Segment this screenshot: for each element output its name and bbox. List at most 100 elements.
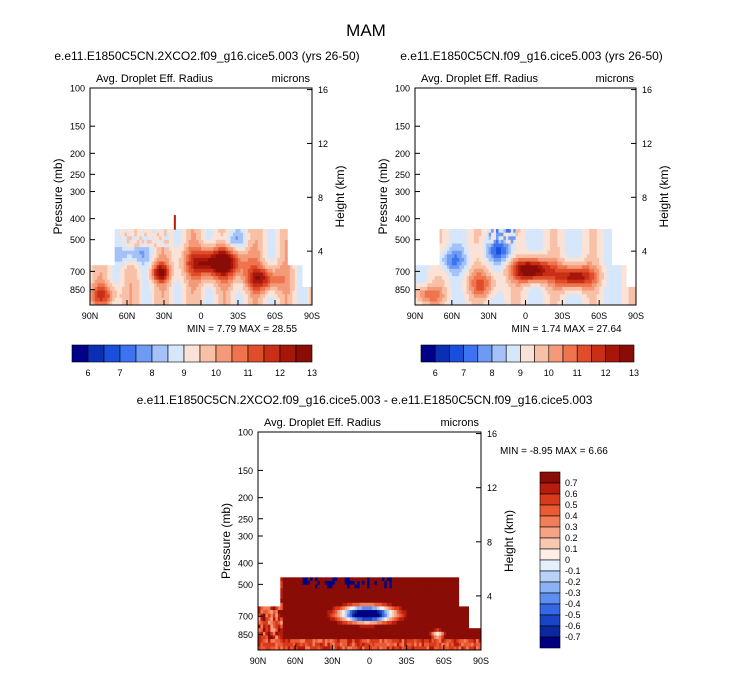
field-cell: [594, 276, 598, 281]
field-cell: [431, 584, 435, 589]
field-cell: [446, 243, 450, 248]
field-cell: [242, 247, 246, 252]
field-cell: [586, 257, 590, 262]
field-cell: [107, 265, 111, 270]
field-cell: [134, 265, 138, 270]
field-cell: [260, 229, 264, 234]
field-cell: [267, 243, 271, 248]
field-cell: [196, 290, 199, 295]
field-cell: [515, 232, 519, 237]
field-cell: [257, 276, 261, 281]
field-cell: [305, 620, 308, 625]
field-cell: [327, 642, 331, 647]
field-cell: [508, 243, 512, 248]
field-cell: [577, 272, 580, 277]
field-cell: [210, 265, 214, 270]
field-cell: [532, 232, 536, 237]
field-cell: [443, 624, 447, 629]
field-cell: [520, 243, 524, 248]
field-cell: [483, 268, 487, 273]
field-cell: [252, 297, 256, 302]
field-cell: [476, 297, 480, 302]
field-cell: [154, 236, 157, 241]
field-cell: [428, 613, 432, 618]
field-cell: [146, 257, 150, 262]
field-cell: [367, 628, 370, 633]
field-cell: [409, 639, 413, 644]
field-cell: [146, 239, 150, 244]
field-cell: [500, 283, 504, 288]
field-cell: [498, 257, 502, 262]
field-cell: [168, 236, 172, 241]
field-cell: [510, 290, 514, 295]
field-cell: [416, 617, 420, 622]
field-cell: [122, 257, 125, 262]
field-cell: [245, 268, 249, 273]
field-cell: [596, 236, 600, 241]
field-cell: [339, 595, 343, 600]
field-cell: [584, 243, 588, 248]
field-cell: [242, 236, 246, 241]
field-cell: [540, 286, 544, 291]
field-cell: [127, 272, 130, 277]
field-cell: [257, 239, 261, 244]
field-cell: [451, 294, 455, 299]
field-cell: [314, 584, 318, 589]
field-cell: [352, 620, 356, 625]
field-cell: [262, 265, 266, 270]
field-cell: [599, 257, 603, 262]
field-cell: [416, 591, 420, 596]
field-cell: [628, 286, 632, 291]
field-cell: [481, 276, 485, 281]
field-cell: [141, 301, 145, 306]
field-cell: [342, 577, 346, 582]
field-cell: [604, 239, 607, 244]
field-cell: [220, 239, 224, 244]
field-cell: [442, 261, 445, 266]
field-cell: [272, 606, 276, 611]
field-cell: [540, 232, 544, 237]
field-cell: [594, 297, 598, 302]
field-cell: [104, 297, 108, 302]
field-cell: [581, 294, 585, 299]
field-cell: [464, 265, 467, 270]
field-cell: [473, 247, 477, 252]
field-cell: [134, 250, 138, 255]
field-cell: [225, 229, 229, 234]
field-cell: [386, 610, 390, 615]
field-cell: [215, 279, 219, 284]
colorbar-swatch: [491, 344, 507, 363]
field-cell: [270, 250, 273, 255]
field-cell: [257, 250, 261, 255]
colorbar-swatch: [247, 344, 265, 363]
field-cell: [262, 236, 266, 241]
field-cell: [488, 279, 492, 284]
field-cell: [542, 254, 546, 259]
field-cell: [564, 272, 568, 277]
field-cell: [131, 243, 135, 248]
field-cell: [510, 301, 514, 306]
field-cell: [247, 247, 251, 252]
field-cell: [391, 624, 395, 629]
field-cell: [456, 261, 460, 266]
field-cell: [466, 250, 470, 255]
field-cell: [510, 283, 514, 288]
field-cell: [257, 279, 261, 284]
field-cell: [451, 599, 455, 604]
field-cell: [151, 243, 155, 248]
field-cell: [144, 261, 148, 266]
field-cell: [584, 283, 588, 288]
field-cell: [369, 639, 373, 644]
field-cell: [285, 588, 289, 593]
field-cell: [532, 229, 536, 234]
field-cell: [332, 642, 336, 647]
field-cell: [491, 243, 494, 248]
field-cell: [141, 257, 145, 262]
field-cell: [606, 283, 610, 288]
field-cell: [131, 283, 135, 288]
field-cell: [562, 247, 566, 252]
field-cell: [574, 254, 578, 259]
field-cell: [290, 602, 294, 607]
field-cell: [107, 268, 111, 273]
field-cell: [287, 283, 291, 288]
